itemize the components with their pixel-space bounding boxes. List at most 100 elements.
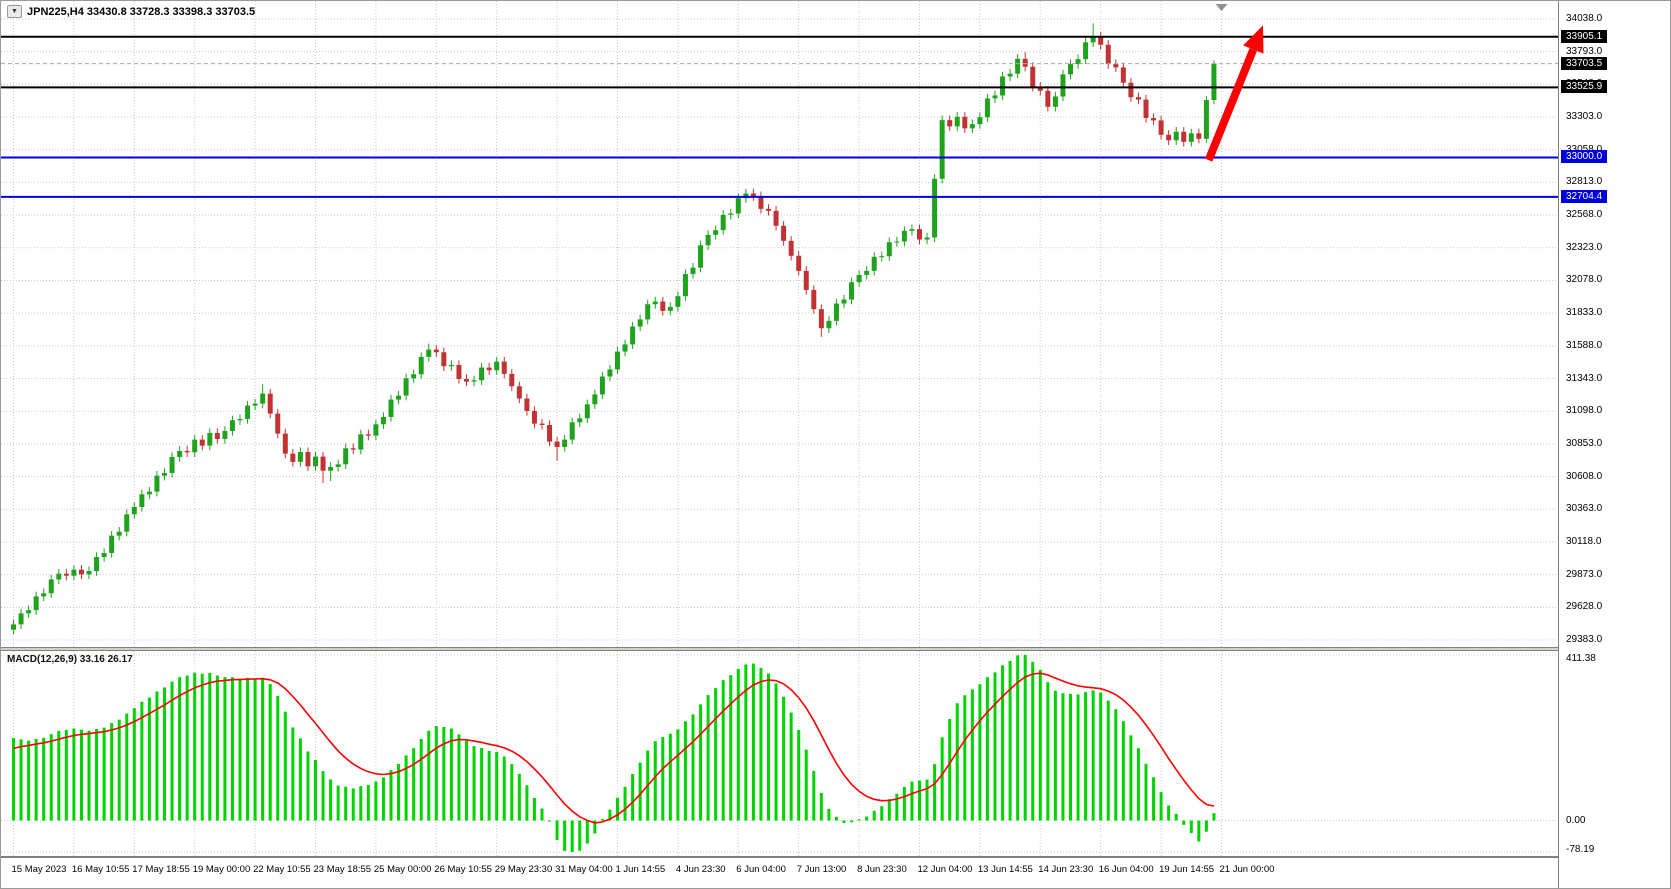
macd-histogram-bar [442,727,446,821]
price-tick-label: 32078.0 [1566,274,1603,286]
candle-body [26,610,32,614]
macd-histogram-bar [102,727,106,821]
price-tick-label: 29628.0 [1566,601,1603,613]
macd-histogram-bar [253,678,257,821]
macd-histogram-bar [87,730,91,821]
macd-histogram-bar [230,677,234,821]
candle-body [1166,134,1172,141]
price-tick-label: 31588.0 [1566,339,1603,351]
macd-histogram-bar [736,668,740,821]
macd-indicator-panel[interactable]: MACD(12,26,9) 33.16 26.17 [1,651,1558,856]
candle-body [705,234,711,246]
candle-body [313,456,318,467]
time-axis-label: 26 May 10:55 [434,864,492,875]
time-axis-label: 17 May 18:55 [132,864,190,875]
price-axis[interactable]: 34038.033793.033548.033303.033058.032813… [1558,1,1670,888]
candle-body [177,450,183,457]
candle-body [11,624,16,630]
macd-histogram-bar [517,773,521,821]
chart-dropdown-icon[interactable]: ▼ [7,5,22,18]
macd-histogram-bar [1152,777,1156,821]
candle-body [373,424,379,436]
candle-body [562,439,568,447]
candle-body [1196,133,1202,139]
macd-histogram-bar [910,781,914,821]
candle-body [1188,133,1194,142]
candle-body [146,491,152,495]
candle-body [667,306,673,311]
macd-histogram-bar [706,695,710,821]
macd-histogram-bar [79,729,83,821]
candle-body [750,193,756,197]
time-axis[interactable]: 15 May 2023 16 May 10:55 17 May 18:55 19 Ma… [1,858,1670,888]
candle-body [18,613,24,625]
macd-histogram-bar [1159,792,1163,821]
price-chart-panel[interactable]: ▼ JPN225,H4 33430.8 33728.3 33398.3 3370… [1,1,1558,647]
candle-body [78,569,84,575]
macd-histogram-bar [480,748,484,821]
macd-histogram-bar [1031,661,1035,821]
macd-chart-canvas[interactable] [1,651,1558,856]
candle-body [471,380,477,382]
candle-body [909,229,915,231]
trend-arrow-head[interactable] [1243,25,1264,54]
macd-histogram-bar [314,760,317,821]
candle-body [698,245,704,268]
candle-body [1015,58,1021,74]
macd-histogram-bar [495,751,499,821]
candle-body [214,432,220,439]
trend-arrow-shaft[interactable] [1204,48,1258,162]
candle-body [1030,66,1036,87]
candle-body [871,256,877,271]
macd-histogram-bar [1144,763,1148,821]
panel-divider[interactable] [1,647,1670,651]
price-tick-label: 32813.0 [1566,176,1603,188]
macd-histogram-bar [819,793,823,821]
candle-body [71,569,77,576]
candle-body [818,309,824,329]
macd-histogram-bar [185,675,189,821]
candle-body [984,98,990,118]
macd-histogram-bar [616,797,619,821]
macd-histogram-bar [661,737,665,821]
candle-body [63,573,69,576]
candle-body [1098,37,1104,45]
macd-histogram-bar [200,673,204,821]
macd-histogram-bar [631,774,635,821]
candlestick-chart-canvas[interactable] [1,1,1558,647]
candle-body [426,349,432,357]
macd-histogram-bar [465,740,468,821]
macd-histogram-bar [638,762,642,821]
chart-shift-marker[interactable] [1215,4,1228,11]
candle-body [932,178,938,238]
candle-body [584,404,590,419]
price-tick-label: 33058.0 [1566,143,1603,155]
macd-histogram-bar [502,756,506,821]
macd-histogram-bar [19,739,23,821]
macd-histogram-bar [336,785,340,821]
candle-body [1105,44,1111,65]
candle-body [418,356,424,375]
macd-histogram-bar [64,729,68,821]
candle-body [849,282,855,300]
macd-histogram-bar [329,779,333,821]
candle-body [1203,99,1209,139]
candle-body [554,441,560,447]
time-axis-label: 29 May 23:30 [494,864,553,875]
candle-body [162,472,167,476]
macd-histogram-bar [978,684,982,821]
macd-histogram-bar [223,677,227,821]
candle-body [788,240,794,256]
macd-histogram-bar [359,786,363,821]
candle-body [675,296,681,307]
price-level-label: 33905.1 [1561,29,1608,43]
macd-histogram-bar [1053,690,1057,821]
candle-body [607,369,613,377]
candle-body [796,255,802,271]
candle-body [48,579,54,594]
candle-body [1060,74,1066,97]
macd-histogram-bar [404,755,408,821]
candle-body [1128,82,1134,98]
candle-body [33,596,39,611]
macd-histogram-bar [834,816,838,821]
